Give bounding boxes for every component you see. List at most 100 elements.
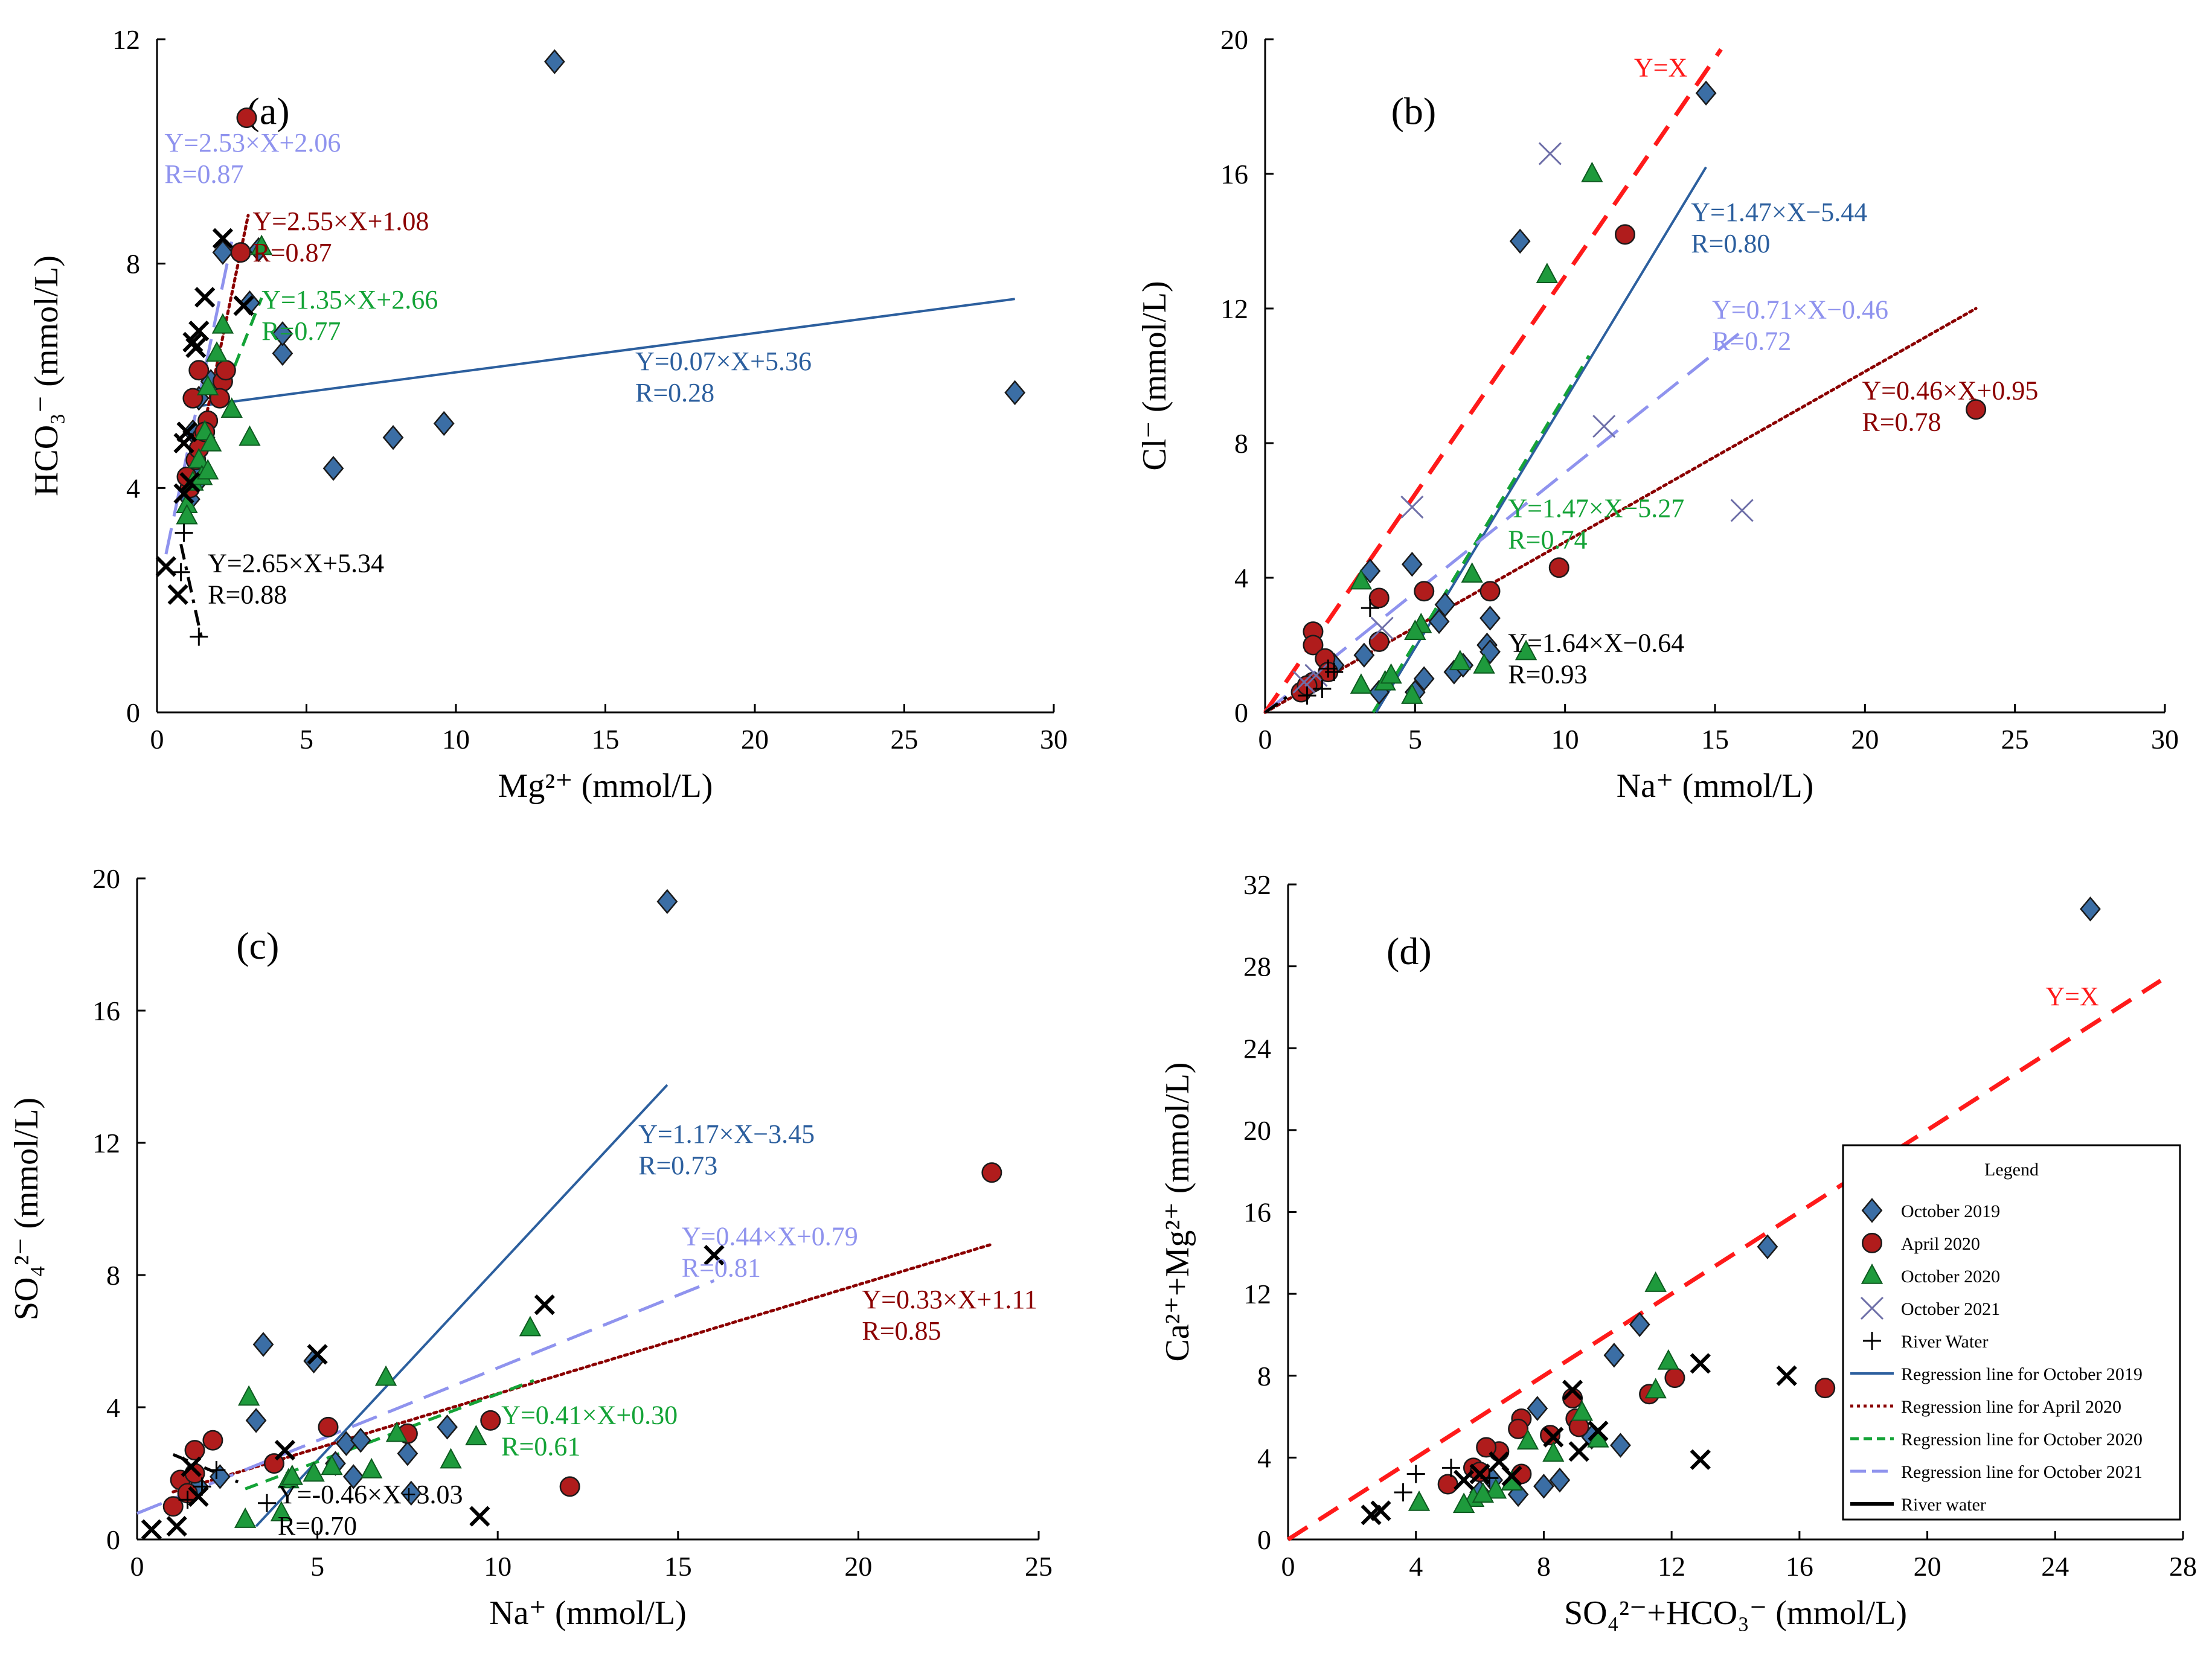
point-apr2020 bbox=[1414, 581, 1435, 602]
point-apr2020 bbox=[1437, 1474, 1458, 1495]
point-oct2021 bbox=[188, 1486, 209, 1507]
point-oct2019 bbox=[2080, 896, 2101, 922]
point-oct2019 bbox=[397, 1440, 418, 1466]
legend-symbol-oct2020 bbox=[1861, 1263, 1883, 1284]
point-oct2020 bbox=[205, 341, 228, 362]
regression-equation: Y=-0.46×X+3.03 bbox=[278, 1480, 463, 1509]
point-oct2021 bbox=[1469, 1463, 1490, 1485]
point-apr2020 bbox=[1815, 1378, 1836, 1399]
regression-equation: Y=1.35×X+2.66 bbox=[261, 285, 438, 315]
legend-item: October 2020 bbox=[1861, 1263, 2000, 1287]
point-oct2021 bbox=[185, 337, 207, 359]
legend-item: River Water bbox=[1863, 1332, 1988, 1352]
point-river bbox=[1406, 1465, 1425, 1483]
x-tick-label: 16 bbox=[1786, 1551, 1813, 1582]
point-oct2020 bbox=[361, 1457, 383, 1478]
x-axis-label: Mg²⁺ (mmol/L) bbox=[498, 767, 713, 805]
series-river bbox=[1298, 599, 1379, 705]
line-reg2020a bbox=[172, 1242, 993, 1494]
x-tick-label: 12 bbox=[1658, 1551, 1685, 1582]
series-oct2021 bbox=[1292, 142, 1754, 694]
point-oct2019 bbox=[1549, 1467, 1571, 1493]
line-reg2019 bbox=[190, 298, 1015, 409]
point-river bbox=[257, 1494, 276, 1512]
point-oct2021 bbox=[307, 1344, 328, 1365]
point-oct2020 bbox=[1401, 683, 1423, 704]
y-tick-label: 24 bbox=[1243, 1033, 1271, 1064]
point-oct2021 bbox=[1400, 495, 1424, 519]
regression-equation: Y=0.07×X+5.36 bbox=[635, 347, 812, 376]
point-oct2019 bbox=[272, 340, 293, 366]
y-tick-label: 0 bbox=[1257, 1524, 1271, 1555]
point-oct2019 bbox=[1509, 228, 1531, 254]
point-apr2020 bbox=[1548, 557, 1569, 578]
point-apr2020 bbox=[1966, 399, 1987, 420]
y-tick-label: 4 bbox=[126, 473, 140, 503]
legend-item: Regression line for October 2019 bbox=[1850, 1364, 2143, 1384]
point-river bbox=[172, 563, 190, 581]
point-river bbox=[193, 1477, 211, 1496]
x-tick-label: 4 bbox=[1409, 1551, 1423, 1582]
point-oct2019 bbox=[1004, 380, 1026, 406]
point-oct2020 bbox=[1536, 263, 1559, 283]
x-tick-label: 24 bbox=[2041, 1551, 2069, 1582]
point-oct2019 bbox=[1757, 1234, 1778, 1259]
legend-label: Regression line for October 2021 bbox=[1901, 1462, 2143, 1482]
legend-label: October 2019 bbox=[1901, 1201, 2000, 1221]
point-oct2020 bbox=[303, 1461, 325, 1482]
point-oct2021 bbox=[188, 321, 210, 342]
point-oct2021 bbox=[166, 1515, 187, 1537]
y-tick-label: 0 bbox=[126, 697, 140, 728]
series-oct2020 bbox=[234, 1315, 542, 1528]
point-oct2021 bbox=[1592, 415, 1616, 438]
point-oct2021 bbox=[194, 287, 216, 308]
y-tick-label: 8 bbox=[126, 249, 140, 280]
x-tick-label: 28 bbox=[2169, 1551, 2197, 1582]
y-tick-label: 8 bbox=[1234, 428, 1248, 459]
point-oct2019 bbox=[656, 889, 678, 915]
x-tick-label: 15 bbox=[592, 724, 620, 755]
point-river bbox=[1441, 1459, 1460, 1477]
regression-equation: Y=0.41×X+0.30 bbox=[501, 1400, 678, 1430]
y-axis-label: HCO₃⁻ (mmol/L) bbox=[28, 255, 65, 496]
y-tick-label: 12 bbox=[1243, 1279, 1271, 1309]
point-apr2020 bbox=[182, 388, 204, 409]
point-oct2019 bbox=[433, 411, 455, 436]
point-oct2019 bbox=[400, 1480, 422, 1506]
point-apr2020 bbox=[981, 1162, 1002, 1183]
x-tick-label: 5 bbox=[310, 1551, 324, 1582]
point-oct2021 bbox=[141, 1519, 162, 1540]
x-tick-label: 5 bbox=[300, 724, 313, 755]
point-oct2021 bbox=[173, 483, 194, 504]
y-tick-label: 12 bbox=[1220, 293, 1248, 324]
x-tick-label: 20 bbox=[844, 1551, 872, 1582]
point-oct2020 bbox=[196, 459, 219, 480]
x-tick-label: 10 bbox=[1551, 724, 1579, 755]
point-oct2021 bbox=[181, 1456, 202, 1477]
point-oct2019 bbox=[1428, 609, 1450, 635]
regression-equation: Y=0.71×X−0.46 bbox=[1712, 295, 1888, 325]
point-oct2019 bbox=[350, 1428, 371, 1453]
legend: Legend October 2019 April 2020 October 2020… bbox=[1842, 1144, 2181, 1521]
line-yx bbox=[1287, 979, 2162, 1541]
regression-equation: R=0.78 bbox=[1862, 408, 1941, 437]
point-oct2020 bbox=[1644, 1271, 1667, 1292]
point-oct2019 bbox=[1527, 1396, 1548, 1421]
point-oct2021 bbox=[1370, 616, 1394, 640]
panel-label: (b) bbox=[1391, 89, 1437, 132]
point-oct2020 bbox=[1449, 650, 1472, 671]
point-apr2020 bbox=[1368, 587, 1390, 609]
y-tick-label: 8 bbox=[1257, 1361, 1271, 1392]
legend-label: Regression line for October 2020 bbox=[1901, 1430, 2143, 1450]
point-apr2020 bbox=[559, 1476, 580, 1497]
point-oct2020 bbox=[281, 1464, 303, 1485]
point-oct2021 bbox=[1690, 1449, 1711, 1470]
series-oct2021 bbox=[141, 1245, 725, 1540]
point-apr2020 bbox=[480, 1410, 501, 1431]
point-oct2020 bbox=[196, 374, 219, 395]
y-tick-label: 16 bbox=[1243, 1197, 1271, 1228]
x-tick-label: 8 bbox=[1537, 1551, 1551, 1582]
x-axis-label: SO₄²⁻+HCO₃⁻ (mmol/L) bbox=[1564, 1594, 1907, 1632]
point-apr2020 bbox=[318, 1416, 339, 1437]
